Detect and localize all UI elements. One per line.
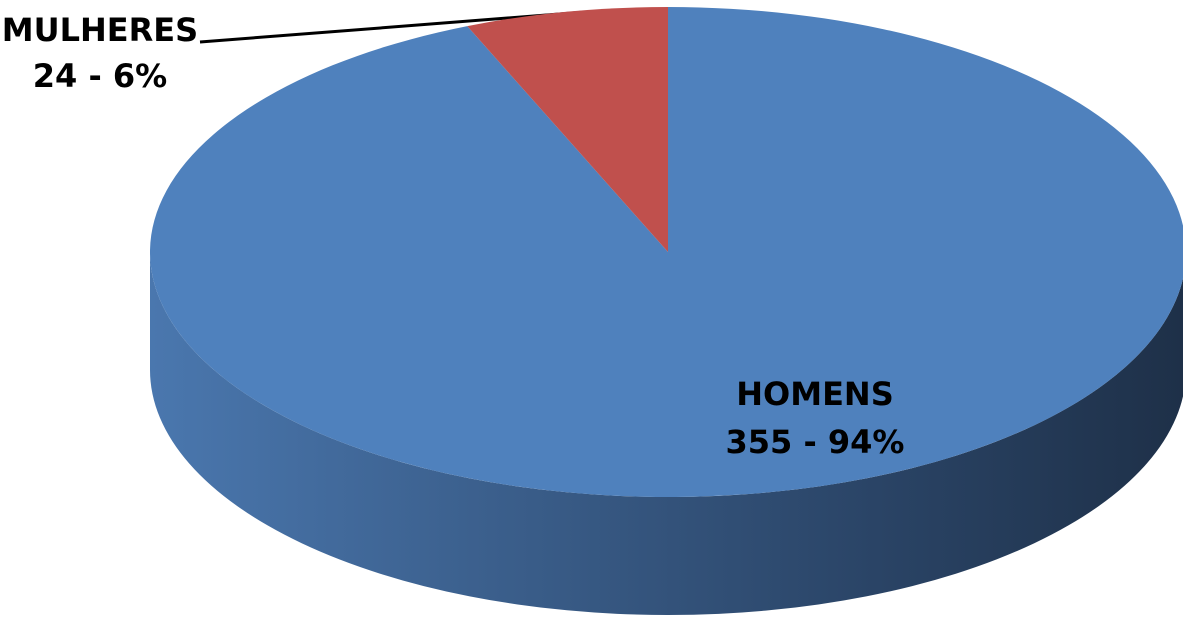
pie-slice [467,6,668,252]
leader-line [199,10,586,44]
pie-slice [150,7,1183,497]
pie-side [150,252,1183,615]
slice-value-label: 355 - 94% [726,423,905,461]
slice-value-label: 24 - 6% [33,57,167,95]
slice-label: MULHERES [2,11,198,49]
slice-label: HOMENS [736,375,894,413]
